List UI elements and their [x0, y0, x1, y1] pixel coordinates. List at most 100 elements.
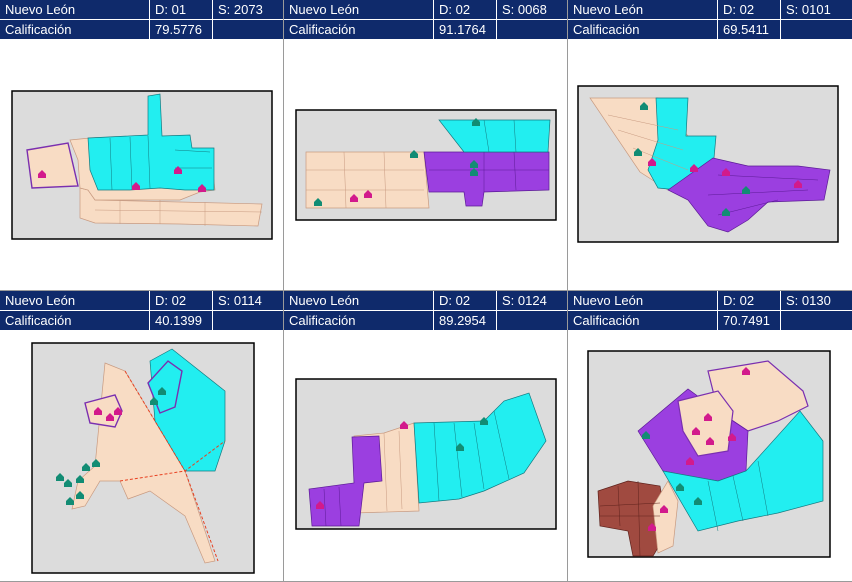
score-label: Calificación	[568, 20, 718, 39]
cyan-zone	[438, 119, 551, 153]
score-value: 91.1764	[434, 20, 497, 39]
section-code: S: 0068	[502, 2, 547, 17]
house-marker-icon	[56, 473, 64, 481]
section-map	[284, 40, 567, 290]
house-marker-icon	[114, 407, 122, 415]
cyan-streets	[433, 410, 510, 502]
house-marker-icon	[76, 475, 84, 483]
house-marker-icon	[648, 523, 656, 531]
house-marker-icon	[94, 407, 102, 415]
card-score-row: Calificación 89.2954	[284, 311, 567, 331]
house-marker-icon	[706, 437, 714, 445]
house-marker-icon	[150, 397, 158, 405]
beige-zone	[305, 151, 430, 209]
map-canvas	[577, 85, 839, 243]
state-name: Nuevo León	[284, 291, 434, 310]
house-marker-icon	[174, 166, 182, 174]
house-marker-icon	[722, 208, 730, 216]
house-marker-icon	[676, 483, 684, 491]
cyan-streets	[109, 135, 212, 191]
house-marker-icon	[704, 413, 712, 421]
state-name: Nuevo León	[568, 291, 718, 310]
house-marker-icon	[64, 479, 72, 487]
house-marker-icon	[694, 497, 702, 505]
house-marker-icon	[634, 148, 642, 156]
beige-zone	[652, 480, 679, 554]
cyan-zone	[87, 93, 215, 191]
card-score-row: Calificación 70.7491	[568, 311, 852, 331]
beige-streets	[383, 430, 403, 512]
house-marker-icon	[400, 421, 408, 429]
map-canvas	[295, 109, 557, 221]
state-name: Nuevo León	[568, 0, 718, 19]
house-marker-icon	[92, 459, 100, 467]
section-map	[284, 331, 567, 581]
house-marker-icon	[660, 505, 668, 513]
map-canvas	[11, 90, 273, 240]
house-marker-icon	[314, 198, 322, 206]
score-label: Calificación	[284, 311, 434, 330]
section-card: Nuevo León D: 02 S: 0101 Calificación 69…	[568, 0, 852, 291]
house-marker-icon	[470, 168, 478, 176]
house-marker-icon	[410, 150, 418, 158]
house-marker-icon	[640, 102, 648, 110]
house-markers	[634, 102, 802, 216]
house-marker-icon	[76, 491, 84, 499]
empty-cell	[213, 20, 284, 39]
score-label: Calificación	[284, 20, 434, 39]
house-marker-icon	[66, 497, 74, 505]
district-code: D: 02	[718, 0, 781, 19]
house-marker-icon	[158, 387, 166, 395]
house-markers	[642, 367, 750, 531]
section-map	[568, 331, 851, 581]
score-label: Calificación	[0, 20, 150, 39]
section-code: S: 2073	[218, 2, 263, 17]
cyan-streets	[707, 460, 769, 532]
empty-cell	[781, 20, 852, 39]
score-value: 89.2954	[434, 311, 497, 330]
district-code: D: 02	[434, 291, 497, 310]
house-markers	[38, 166, 206, 192]
score-label: Calificación	[568, 311, 718, 330]
score-value: 40.1399	[150, 311, 213, 330]
brown-streets	[599, 480, 661, 557]
section-code: S: 0101	[786, 2, 831, 17]
card-header-row: Nuevo León D: 02 S: 0068	[284, 0, 567, 20]
house-markers	[56, 387, 166, 505]
house-marker-icon	[132, 182, 140, 190]
empty-cell	[497, 20, 568, 39]
section-card: Nuevo León D: 02 S: 0130 Calificación 70…	[568, 291, 852, 582]
card-score-row: Calificación 79.5776	[0, 20, 283, 40]
beige-streets	[607, 114, 689, 171]
house-marker-icon	[742, 186, 750, 194]
empty-cell	[213, 311, 284, 330]
section-card: Nuevo León D: 01 S: 2073 Calificación 79…	[0, 0, 284, 291]
state-name: Nuevo León	[0, 291, 150, 310]
card-score-row: Calificación 91.1764	[284, 20, 567, 40]
house-marker-icon	[456, 443, 464, 451]
purple-zone	[423, 151, 550, 207]
card-header-row: Nuevo León D: 02 S: 0101	[568, 0, 852, 20]
house-marker-icon	[794, 180, 802, 188]
district-code: D: 02	[150, 291, 213, 310]
empty-cell	[497, 311, 568, 330]
section-map	[0, 331, 283, 581]
section-code: S: 0114	[218, 293, 262, 308]
section-card: Nuevo León D: 02 S: 0068 Calificación 91…	[284, 0, 568, 291]
house-marker-icon	[642, 431, 650, 439]
house-marker-icon	[316, 501, 324, 509]
section-card: Nuevo León D: 02 S: 0124 Calificación 89…	[284, 291, 568, 582]
house-marker-icon	[690, 164, 698, 172]
score-value: 70.7491	[718, 311, 781, 330]
house-marker-icon	[686, 457, 694, 465]
empty-cell	[781, 311, 852, 330]
house-marker-icon	[38, 170, 46, 178]
house-markers	[314, 118, 480, 206]
house-marker-icon	[722, 168, 730, 176]
house-markers	[316, 417, 488, 509]
section-map	[568, 40, 851, 290]
section-card: Nuevo León D: 02 S: 0114 Calificación 40…	[0, 291, 284, 582]
map-canvas	[31, 342, 255, 574]
purple-outline-zone	[677, 390, 734, 457]
